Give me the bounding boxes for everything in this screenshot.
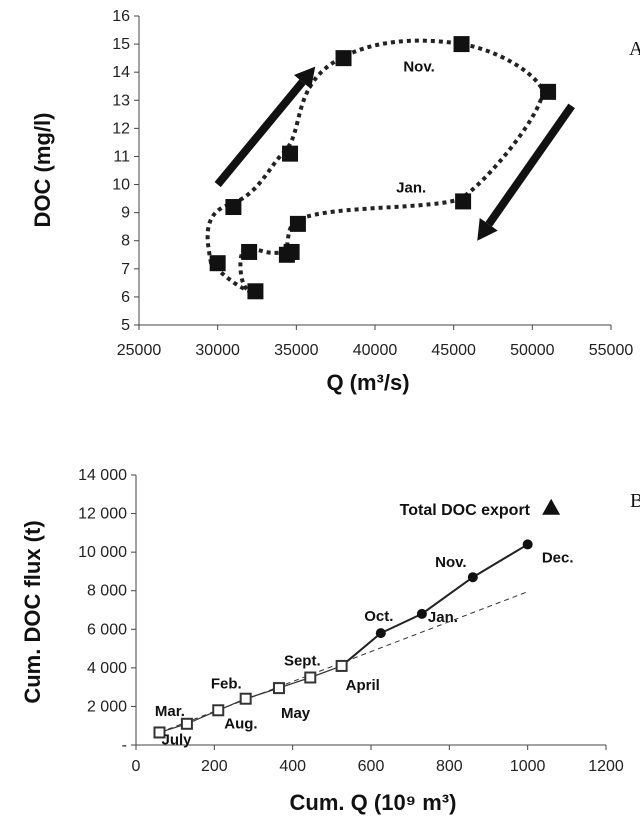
chartA-x-tick-label: 30000 [195, 342, 240, 359]
chartA-y-tick-label: 14 [112, 64, 130, 81]
chartA-data-point [335, 50, 352, 67]
chartA-x-tick-label: 35000 [274, 342, 319, 359]
chartA-direction-arrow-shaft-2 [485, 103, 575, 227]
chartA-data-point [241, 243, 258, 260]
chartB-open-square-point [153, 726, 166, 739]
chartA-annotation-label: Nov. [403, 59, 434, 76]
chartB-month-label: July [162, 731, 193, 748]
chartB-x-tick-label: 0 [132, 758, 141, 775]
chartA-y-tick-label: 9 [121, 205, 130, 222]
chartB-y-tick-label: 2 000 [87, 698, 127, 715]
chartA-data-point [283, 243, 300, 260]
chartB-x-tick-label: 1200 [588, 758, 624, 775]
chartB-y-tick-label: 6 000 [87, 621, 127, 638]
chartB-y-tick-label: 14 000 [78, 467, 127, 484]
chartA-data-point [540, 83, 557, 100]
chartB-filled-circle-point [375, 628, 386, 639]
chartB-total-doc-export-label: Total DOC export [400, 502, 531, 519]
chartB-month-label: Dec. [542, 549, 574, 566]
chartA-data-point [282, 145, 299, 162]
chartB-filled-circle-point [416, 608, 427, 619]
chartA-y-tick-label: 7 [121, 261, 130, 278]
chartB-y-tick-label: 4 000 [87, 660, 127, 677]
chartA-annotation-label: Jan. [396, 179, 426, 196]
doc-vs-discharge-chart: 5 6 7 8 9 10 11 12 13 14 15 16 25000 30000 35000 40000… [30, 8, 640, 395]
chartA-x-tick-label: 55000 [589, 342, 634, 359]
chartB-x-tick-label: 600 [358, 758, 385, 775]
chartB-y-tick-label: 12 000 [78, 506, 127, 523]
chartB-month-label: Aug. [224, 715, 257, 732]
chartA-y-tick-label: 15 [112, 36, 130, 53]
chartB-x-tick-label: 200 [201, 758, 228, 775]
chartA-data-point [247, 283, 264, 300]
chartA-x-tick-label: 50000 [510, 342, 555, 359]
chartB-y-tick-label: 10 000 [78, 544, 127, 561]
total-doc-export-marker [542, 498, 561, 515]
chartB-y-axis-title: Cum. DOC flux (t) [20, 520, 45, 703]
chartB-panel-letter: B [630, 490, 640, 512]
chartA-data-point [209, 255, 226, 272]
chartB-month-label: Sept. [284, 653, 321, 670]
chartB-open-square-point [335, 659, 348, 672]
chartA-data-point [453, 36, 470, 53]
chartB-open-square-point [304, 671, 317, 684]
chartB-x-axis-title: Cum. Q (10⁹ m³) [290, 790, 457, 815]
chartA-direction-arrow-head-2 [477, 218, 498, 241]
chartB-month-label: April [346, 677, 380, 694]
chartB-month-label: May [281, 705, 311, 722]
chartA-plot-area: 5 6 7 8 9 10 11 12 13 14 15 16 25000 30000 35000 40000… [112, 8, 633, 359]
chartB-month-label: Oct. [364, 608, 393, 625]
chartB-open-square-point [212, 704, 225, 717]
chartA-y-tick-label: 16 [112, 8, 130, 25]
chartA-y-tick-label: 5 [121, 317, 130, 334]
chartA-direction-arrow-shaft-1 [214, 79, 306, 188]
chartA-x-tick-label: 45000 [431, 342, 476, 359]
chartB-open-square-point [239, 692, 252, 705]
chartA-data-point [455, 193, 472, 210]
chartA-x-tick-label: 40000 [353, 342, 398, 359]
chartA-direction-arrow-head-1 [293, 66, 316, 89]
chartA-x-tick-label: 25000 [117, 342, 162, 359]
chartA-y-axis-title: DOC (mg/l) [30, 113, 55, 228]
chartB-open-square-point [180, 717, 193, 730]
chartA-x-axis-title: Q (m³/s) [326, 370, 409, 395]
chartB-month-label: Mar. [155, 703, 185, 720]
chartB-open-square-point [272, 682, 285, 695]
chartB-y-tick-label: - [122, 737, 127, 754]
chartA-y-tick-label: 13 [112, 92, 130, 109]
chartA-y-tick-label: 11 [113, 148, 130, 165]
chartB-x-tick-label: 800 [436, 758, 463, 775]
chartB-month-label: Jan. [428, 609, 458, 626]
chartB-month-label: Nov. [435, 554, 466, 571]
chartB-y-tick-label: 8 000 [87, 583, 127, 600]
chartA-data-point [289, 215, 306, 232]
chartA-y-tick-label: 6 [121, 289, 130, 306]
chartA-panel-letter: A [629, 38, 640, 60]
chartB-month-label: Feb. [211, 676, 242, 693]
chartB-filled-circle-point [522, 539, 533, 550]
chartA-y-tick-label: 12 [112, 120, 130, 137]
chartB-filled-circle-point [467, 572, 478, 583]
chartA-hysteresis-loop-curve [205, 38, 546, 294]
chartB-x-tick-label: 400 [279, 758, 306, 775]
chartA-y-tick-label: 10 [112, 177, 130, 194]
chartA-y-tick-label: 8 [121, 233, 130, 250]
chartA-data-point [225, 199, 242, 216]
chartB-x-tick-label: 1000 [510, 758, 546, 775]
